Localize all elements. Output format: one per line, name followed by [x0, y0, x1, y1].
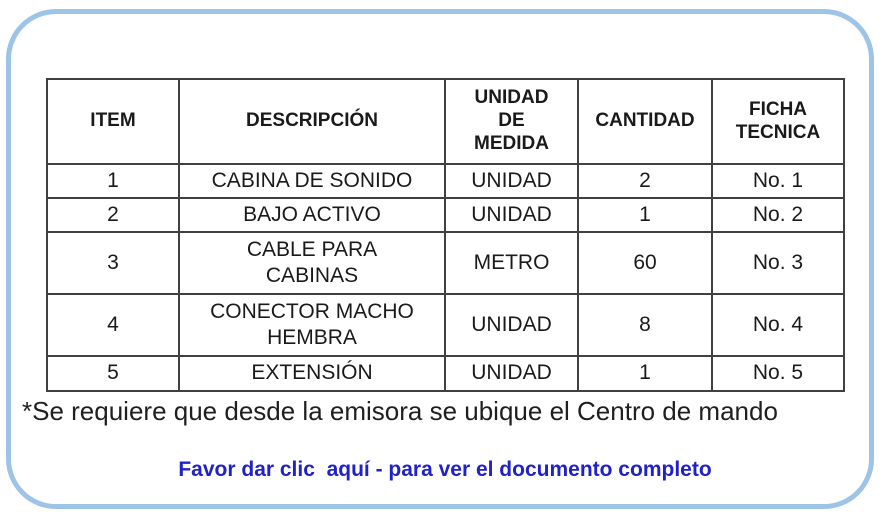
header-descripcion: DESCRIPCIÓN [178, 78, 446, 165]
cell-cantidad: 1 [577, 355, 713, 392]
cell-unidad: UNIDAD [444, 293, 579, 357]
cell-item: 2 [46, 197, 180, 233]
cell-ficha: No. 2 [711, 197, 845, 233]
footnote-text: *Se requiere que desde la emisora se ubi… [22, 396, 778, 426]
cell-descripcion: BAJO ACTIVO [178, 197, 446, 233]
cell-unidad: UNIDAD [444, 355, 579, 392]
cell-unidad: UNIDAD [444, 197, 579, 233]
cell-item: 1 [46, 163, 180, 199]
cell-cantidad: 2 [577, 163, 713, 199]
cell-cantidad: 1 [577, 197, 713, 233]
link-line: Favor dar clic aquí - para ver el docume… [0, 458, 890, 482]
cell-ficha: No. 5 [711, 355, 845, 392]
header-ficha: FICHA TECNICA [711, 78, 845, 165]
table-row: 5 EXTENSIÓN UNIDAD 1 No. 5 [46, 355, 845, 392]
items-table: ITEM DESCRIPCIÓN UNIDAD DE MEDIDA CANTID… [46, 78, 845, 392]
cell-descripcion: CONECTOR MACHO HEMBRA [178, 293, 446, 357]
table-row: 3 CABLE PARA CABINAS METRO 60 No. 3 [46, 231, 845, 295]
cell-item: 5 [46, 355, 180, 392]
cell-ficha: No. 3 [711, 231, 845, 295]
cell-ficha: No. 4 [711, 293, 845, 357]
header-cantidad: CANTIDAD [577, 78, 713, 165]
rounded-border-frame [6, 9, 874, 509]
cell-item: 4 [46, 293, 180, 357]
cell-descripcion: EXTENSIÓN [178, 355, 446, 392]
table-row: 4 CONECTOR MACHO HEMBRA UNIDAD 8 No. 4 [46, 293, 845, 357]
table-row: 1 CABINA DE SONIDO UNIDAD 2 No. 1 [46, 163, 845, 199]
table-header-row: ITEM DESCRIPCIÓN UNIDAD DE MEDIDA CANTID… [46, 78, 845, 165]
cell-unidad: UNIDAD [444, 163, 579, 199]
cell-cantidad: 60 [577, 231, 713, 295]
cell-ficha: No. 1 [711, 163, 845, 199]
table-row: 2 BAJO ACTIVO UNIDAD 1 No. 2 [46, 197, 845, 233]
cell-item: 3 [46, 231, 180, 295]
view-full-document-link[interactable]: Favor dar clic aquí - para ver el docume… [178, 458, 712, 481]
cell-cantidad: 8 [577, 293, 713, 357]
header-unidad: UNIDAD DE MEDIDA [444, 78, 579, 165]
header-item: ITEM [46, 78, 180, 165]
cell-descripcion: CABLE PARA CABINAS [178, 231, 446, 295]
cell-descripcion: CABINA DE SONIDO [178, 163, 446, 199]
cell-unidad: METRO [444, 231, 579, 295]
